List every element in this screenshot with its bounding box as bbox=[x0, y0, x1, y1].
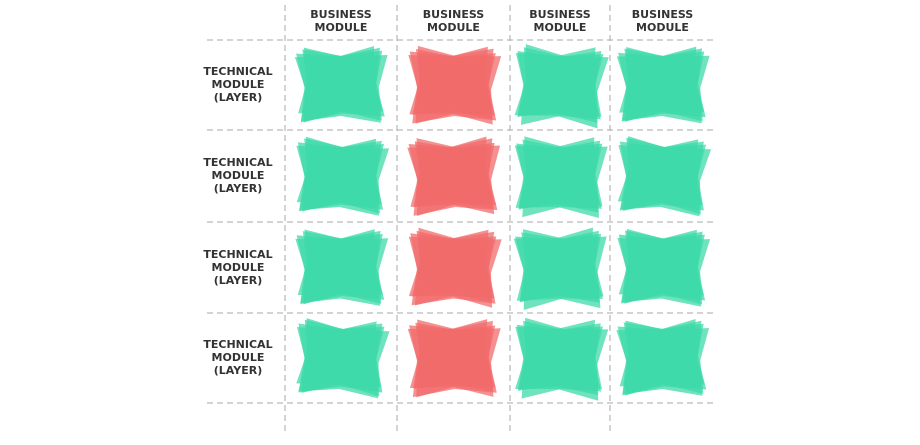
blob-layer bbox=[619, 46, 710, 122]
row-header: TECHNICAL MODULE (LAYER) bbox=[203, 338, 273, 377]
module-blob bbox=[617, 228, 711, 307]
row-header: TECHNICAL MODULE (LAYER) bbox=[203, 65, 273, 104]
blob-layer bbox=[408, 227, 502, 308]
column-header: BUSINESS MODULE bbox=[631, 8, 694, 34]
module-blob bbox=[296, 136, 390, 216]
module-blob bbox=[617, 136, 712, 217]
module-blob bbox=[514, 136, 608, 219]
module-blob bbox=[294, 46, 388, 123]
column-header: BUSINESS MODULE bbox=[529, 8, 591, 34]
blob-layer bbox=[516, 229, 607, 309]
blob-layer bbox=[409, 319, 501, 397]
module-blob bbox=[515, 317, 609, 401]
blob-layer bbox=[296, 136, 390, 214]
row-header: TECHNICAL MODULE (LAYER) bbox=[203, 156, 273, 195]
module-blob bbox=[513, 227, 607, 310]
module-blob bbox=[408, 45, 502, 125]
blob-layer bbox=[296, 318, 390, 397]
module-blob bbox=[514, 44, 609, 129]
module-blob bbox=[616, 46, 710, 124]
column-header: BUSINESS MODULE bbox=[422, 8, 485, 34]
module-blob bbox=[407, 136, 501, 216]
blob-layer bbox=[618, 228, 711, 305]
blob-layer bbox=[409, 45, 502, 125]
module-blob bbox=[408, 227, 502, 308]
row-header: TECHNICAL MODULE (LAYER) bbox=[203, 247, 273, 287]
blob-layer bbox=[617, 136, 712, 215]
column-header: BUSINESS MODULE bbox=[310, 8, 372, 34]
blob-layer bbox=[514, 44, 609, 129]
blob-layer bbox=[515, 136, 608, 219]
blob-layer bbox=[619, 320, 710, 394]
blob-layer bbox=[298, 47, 388, 121]
module-blob bbox=[616, 319, 710, 396]
blob-layer bbox=[410, 138, 501, 215]
blob-layer bbox=[297, 229, 389, 304]
blob-layer bbox=[515, 317, 609, 401]
module-blob bbox=[296, 318, 390, 399]
module-blob bbox=[407, 319, 501, 398]
module-blob bbox=[295, 229, 389, 306]
